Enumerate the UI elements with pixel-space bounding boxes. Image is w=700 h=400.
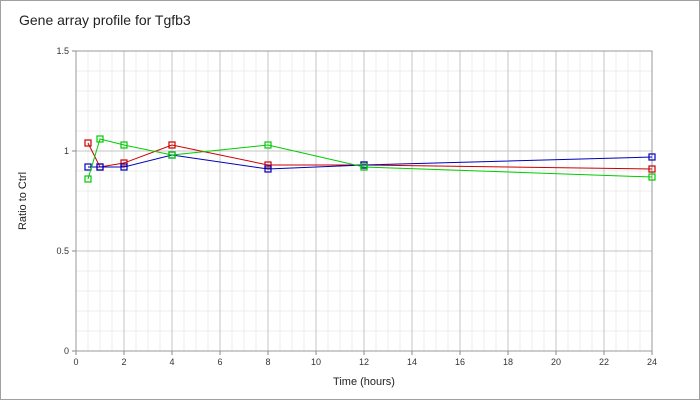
x-tick-label: 8 [265, 357, 270, 367]
chart-title: Gene array profile for Tgfb3 [19, 12, 191, 28]
x-tick-label: 16 [455, 357, 465, 367]
y-tick-label: 1.5 [56, 46, 69, 56]
x-tick-label: 14 [407, 357, 417, 367]
series-line [87, 138, 653, 180]
x-axis-title: Time (hours) [333, 376, 395, 388]
x-tick-label: 6 [217, 357, 222, 367]
data-point-marker [96, 135, 104, 143]
x-tick-label: 0 [73, 357, 78, 367]
series-layer [84, 135, 656, 183]
data-point-marker [168, 151, 176, 159]
data-point-marker [648, 153, 656, 161]
data-point-marker [648, 165, 656, 173]
x-tick-label: 20 [551, 357, 561, 367]
x-tick-label: 12 [359, 357, 369, 367]
data-point-marker [264, 141, 272, 149]
y-tick-label: 0 [64, 346, 69, 356]
data-point-marker [120, 163, 128, 171]
x-tick-label: 4 [169, 357, 174, 367]
data-point-marker [168, 141, 176, 149]
x-tick-label: 24 [647, 357, 657, 367]
data-point-marker [264, 161, 272, 169]
data-point-marker [360, 163, 368, 171]
x-tick-label: 22 [599, 357, 609, 367]
y-axis-title: Ratio to Ctrl [17, 172, 29, 230]
x-axis-ticks: 0 2 4 6 8 10 12 14 16 18 20 22 24 [73, 351, 657, 367]
series-3 [84, 135, 656, 183]
data-point-marker [264, 165, 272, 173]
data-point-marker [96, 163, 104, 171]
x-tick-label: 2 [121, 357, 126, 367]
data-point-marker [648, 173, 656, 181]
data-point-marker [120, 141, 128, 149]
data-point-marker [120, 159, 128, 167]
data-point-marker [84, 139, 92, 147]
x-tick-label: 18 [503, 357, 513, 367]
data-point-marker [84, 175, 92, 183]
data-point-marker [84, 163, 92, 171]
x-tick-label: 10 [311, 357, 321, 367]
y-axis-ticks: 0 0.5 1 1.5 [56, 46, 76, 356]
y-tick-label: 0.5 [56, 246, 69, 256]
y-tick-label: 1 [64, 146, 69, 156]
